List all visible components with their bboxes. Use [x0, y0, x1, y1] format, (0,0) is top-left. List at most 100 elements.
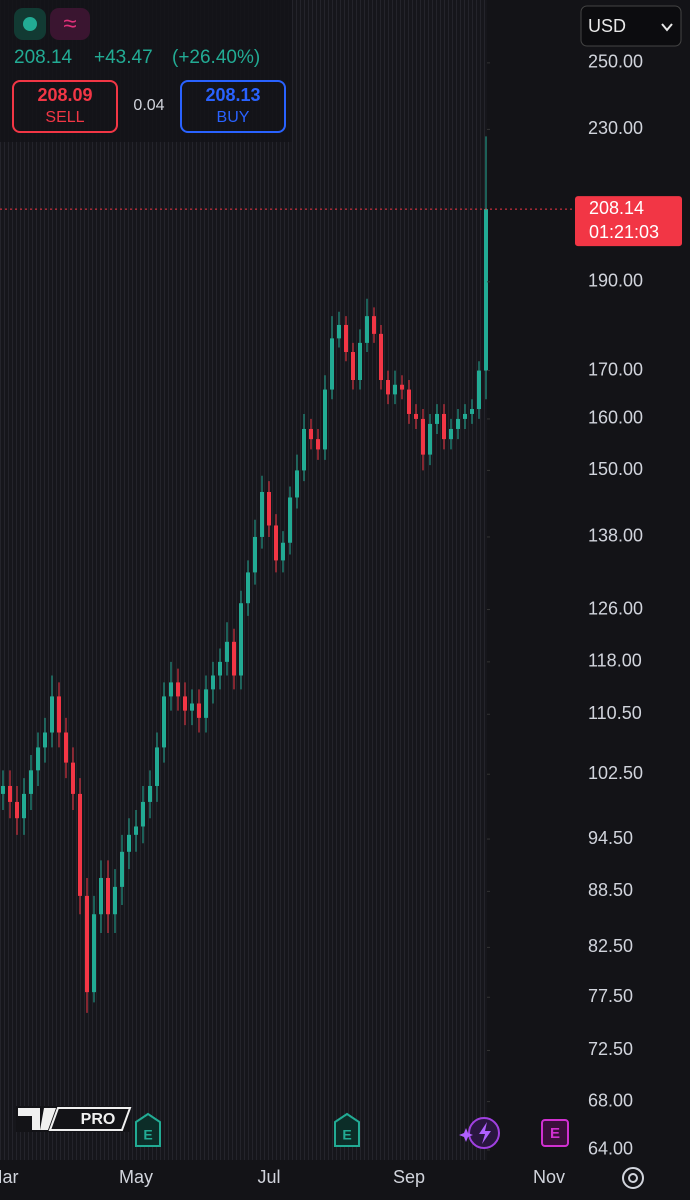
candle-body [295, 470, 299, 498]
header-panel [0, 0, 292, 142]
last-price-box [575, 196, 682, 247]
buy-button[interactable] [180, 80, 286, 133]
earnings-marker[interactable]: E [135, 1112, 161, 1147]
candle-body [344, 324, 348, 353]
candle-body [449, 428, 453, 440]
candle-body [22, 793, 26, 819]
candle-body [274, 525, 278, 561]
y-tick-label: 250.00 [588, 52, 643, 72]
candle-body [421, 418, 425, 455]
candle-body [169, 682, 173, 697]
svg-text:E: E [342, 1127, 351, 1143]
candle-body [309, 428, 313, 440]
y-tick-label: 64.00 [588, 1139, 633, 1159]
countdown-label: 01:21:03 [589, 222, 659, 242]
y-tick-label: 190.00 [588, 271, 643, 291]
dropdown-arrow [661, 23, 673, 32]
y-tick-label: 102.50 [588, 763, 643, 783]
last-price-label: 208.14 [589, 198, 644, 218]
candle-body [379, 333, 383, 381]
x-tick-label: Jul [257, 1167, 280, 1187]
candle-body [15, 801, 19, 819]
candle-body [267, 491, 271, 526]
y-tick-label: 230.00 [588, 118, 643, 138]
candle-body [442, 413, 446, 440]
candle-body [246, 572, 250, 604]
candle-body [393, 384, 397, 395]
candle-body [176, 682, 180, 697]
svg-text:E: E [550, 1125, 560, 1142]
y-tick-label: 82.50 [588, 936, 633, 956]
sell-button[interactable] [12, 80, 118, 133]
candle-body [288, 497, 292, 543]
svg-text:E: E [143, 1127, 152, 1143]
candle-body [36, 747, 40, 771]
candle-body [302, 428, 306, 471]
x-tick-label: Nov [533, 1167, 565, 1187]
y-tick-label: 126.00 [588, 598, 643, 618]
candle-body [386, 380, 390, 395]
y-tick-label: 138.00 [588, 526, 643, 546]
candle-body [43, 732, 47, 748]
y-tick-label: 170.00 [588, 359, 643, 379]
candle-body [141, 801, 145, 827]
candle-body [71, 762, 75, 794]
currency-select[interactable] [580, 5, 682, 47]
candle-body [365, 316, 369, 343]
candle-body [225, 641, 229, 662]
candle-body [456, 418, 460, 429]
currency-label: USD [588, 16, 626, 36]
earnings-marker[interactable]: E [334, 1112, 360, 1147]
header-change: +43.47 [94, 47, 153, 68]
candle-body [106, 877, 110, 915]
x-tick-label: Mar [0, 1167, 19, 1187]
candle-body [281, 542, 285, 561]
candle-body [428, 423, 432, 455]
indicator-button[interactable] [50, 8, 90, 40]
candle-body [120, 851, 124, 887]
candle-body [8, 785, 12, 802]
candle-body [64, 732, 68, 763]
sell-label: SELL [45, 109, 84, 126]
y-tick-label: 110.50 [588, 703, 642, 723]
earnings-marker[interactable]: E [541, 1119, 569, 1147]
sell-price: 208.09 [37, 85, 92, 105]
settings-icon[interactable] [622, 1167, 644, 1189]
candle-body [155, 747, 159, 786]
y-tick-label: 118.00 [588, 651, 642, 671]
y-tick-label: 150.00 [588, 459, 643, 479]
candle-body [463, 413, 467, 419]
logo-text: PRO [81, 1111, 116, 1128]
candle-body [407, 389, 411, 414]
candle-body [330, 338, 334, 390]
y-tick-label: 88.50 [588, 880, 633, 900]
candle-body [218, 661, 222, 676]
candle-body [190, 703, 194, 711]
candle-body [337, 324, 341, 339]
candle-body [162, 696, 166, 748]
indicator-icon: ≈ [63, 10, 76, 37]
candle-body [358, 342, 362, 381]
y-tick-label: 77.50 [588, 986, 633, 1006]
candle-body [253, 536, 257, 573]
y-tick-label: 72.50 [588, 1039, 633, 1059]
status-dot [23, 17, 37, 31]
logo: PRO [16, 1106, 132, 1132]
ai-button[interactable] [459, 1117, 500, 1149]
x-tick-label: Sep [393, 1167, 425, 1187]
candle-body [197, 703, 201, 718]
y-tick-label: 68.00 [588, 1090, 633, 1110]
candle-body [372, 316, 376, 334]
y-tick-label: 160.00 [588, 408, 643, 428]
candle-body [400, 384, 404, 390]
x-tick-label: May [119, 1167, 153, 1187]
candle-body [113, 886, 117, 915]
spread: 0.04 [133, 97, 164, 114]
y-tick-label: 94.50 [588, 828, 633, 848]
candle-body [92, 914, 96, 993]
candle-body [50, 696, 54, 733]
plot-area [0, 0, 487, 1160]
candle-body [204, 689, 208, 718]
